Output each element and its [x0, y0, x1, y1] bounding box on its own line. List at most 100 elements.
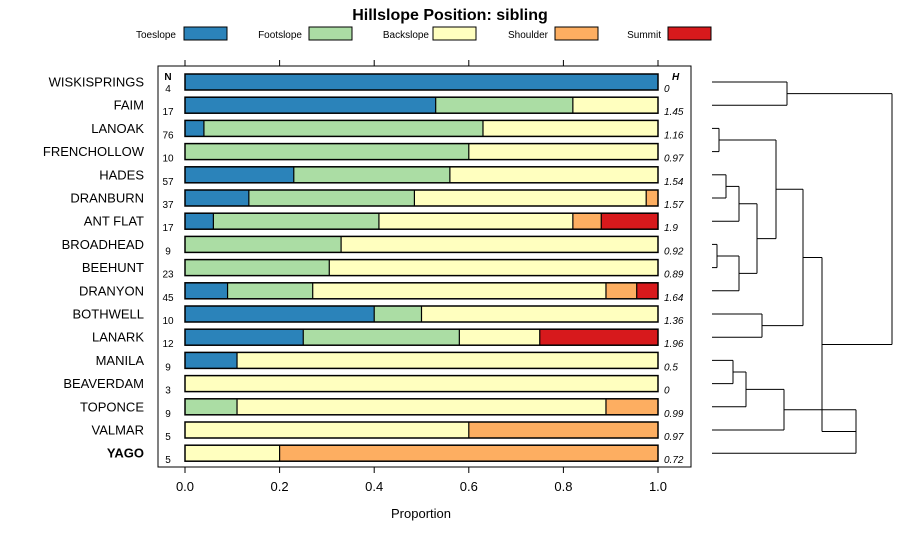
bar-segment-footslope — [374, 306, 422, 322]
bar-outline — [184, 374, 659, 393]
row-label: BEAVERDAM — [63, 376, 144, 391]
n-value: 57 — [162, 177, 174, 188]
bar-segment-backslope — [572, 97, 658, 114]
legend-swatch-backslope — [432, 26, 477, 41]
bar-outline — [184, 351, 659, 370]
bar-segment-backslope — [482, 120, 658, 137]
h-value: 0.92 — [664, 246, 684, 257]
bar-segment-shoulder — [605, 282, 637, 299]
row-label: BEEHUNT — [82, 260, 144, 275]
row-label: BROADHEAD — [62, 237, 144, 252]
bar-segment-backslope — [378, 213, 573, 230]
n-value: 10 — [162, 316, 174, 327]
h-value: 1.54 — [664, 177, 684, 188]
bar-outline — [184, 444, 659, 462]
h-value: 1.96 — [664, 339, 684, 350]
bar-segment-footslope — [203, 120, 483, 137]
bar-segment-shoulder — [572, 213, 602, 230]
bar-segment-shoulder — [468, 422, 658, 438]
legend-swatch-footslope — [308, 26, 353, 41]
n-value: 5 — [165, 455, 171, 466]
n-value: 37 — [162, 200, 174, 211]
bar-segment-footslope — [213, 213, 379, 230]
x-tick-label: 0.0 — [176, 479, 194, 494]
n-value: 17 — [162, 107, 174, 118]
bar-segment-toeslope — [185, 74, 658, 90]
x-tick-label: 0.4 — [365, 479, 383, 494]
bar-segment-toeslope — [185, 213, 214, 230]
n-value: 9 — [165, 246, 171, 257]
bar-segment-shoulder — [646, 190, 658, 206]
bar-segment-footslope — [227, 282, 313, 299]
n-value: 45 — [162, 293, 174, 304]
bar-segment-backslope — [237, 352, 658, 369]
legend-label-backslope: Backslope — [383, 30, 430, 41]
bar-segment-backslope — [459, 329, 540, 346]
bar-segment-backslope — [341, 236, 658, 253]
bar-segment-footslope — [185, 398, 238, 415]
bar-segment-summit — [636, 282, 658, 299]
bar-segment-toeslope — [185, 352, 238, 369]
bar-segment-backslope — [414, 190, 647, 206]
bar-segment-summit — [539, 329, 658, 346]
h-value: 1.36 — [664, 316, 684, 327]
x-tick-label: 1.0 — [649, 479, 667, 494]
bar-outline — [184, 73, 659, 91]
bar-segment-footslope — [435, 97, 573, 114]
row-label: VALMAR — [92, 423, 145, 438]
bar-segment-toeslope — [185, 166, 294, 183]
bar-outline — [184, 305, 659, 323]
h-value: 1.9 — [664, 223, 678, 234]
bar-outline — [184, 96, 659, 114]
bar-segment-backslope — [185, 422, 469, 438]
legend-swatch-summit — [667, 26, 712, 41]
n-value: 76 — [162, 130, 174, 141]
n-value: 9 — [165, 409, 171, 420]
n-value: 9 — [165, 362, 171, 373]
h-value: 0.99 — [664, 409, 684, 420]
n-header: N — [164, 72, 171, 83]
bar-segment-backslope — [185, 445, 280, 462]
row-label: DRANYON — [79, 283, 144, 298]
bar-segment-backslope — [312, 282, 606, 299]
bar-outline — [184, 235, 659, 254]
bar-segment-footslope — [185, 236, 342, 253]
bar-segment-backslope — [421, 306, 658, 322]
bar-segment-backslope — [449, 166, 658, 183]
chart-title: Hillslope Position: sibling — [352, 7, 548, 24]
bar-segment-footslope — [185, 143, 469, 160]
row-label: HADES — [99, 167, 144, 182]
n-value: 10 — [162, 154, 174, 165]
x-tick-label: 0.6 — [460, 479, 478, 494]
bar-segment-backslope — [329, 259, 658, 276]
h-value: 0.97 — [664, 154, 684, 165]
legend-label-summit: Summit — [627, 30, 661, 41]
row-label: DRANBURN — [70, 191, 144, 206]
bar-outline — [184, 189, 659, 207]
h-value: 0.97 — [664, 432, 684, 443]
bar-segment-toeslope — [185, 282, 228, 299]
bar-segment-toeslope — [185, 120, 204, 137]
bar-segment-toeslope — [185, 329, 304, 346]
bar-segment-shoulder — [279, 445, 658, 462]
row-label: LANARK — [92, 330, 144, 345]
n-value: 5 — [165, 432, 171, 443]
row-label: BOTHWELL — [72, 307, 144, 322]
h-value: 1.16 — [664, 130, 684, 141]
bar-outline — [184, 328, 659, 346]
row-label: MANILA — [96, 353, 145, 368]
plot-frame — [157, 65, 692, 468]
n-value: 17 — [162, 223, 174, 234]
bar-segment-summit — [601, 213, 658, 230]
bar-outline — [184, 212, 659, 230]
bar-segment-toeslope — [185, 306, 375, 322]
h-value: 1.45 — [664, 107, 684, 118]
n-value: 4 — [165, 84, 171, 95]
row-label: YAGO — [107, 446, 144, 461]
bar-outline — [184, 421, 659, 439]
legend: Toeslope Footslope Backslope Shoulder Summit — [136, 26, 712, 41]
dendrogram — [712, 81, 893, 454]
x-axis-label: Proportion — [391, 506, 451, 521]
n-value: 12 — [162, 339, 174, 350]
plot-area: 0.0 0.2 0.4 0.6 0.8 1.0 WISKISPRINGS 4 0 FAIM 17 1.… — [43, 60, 692, 494]
